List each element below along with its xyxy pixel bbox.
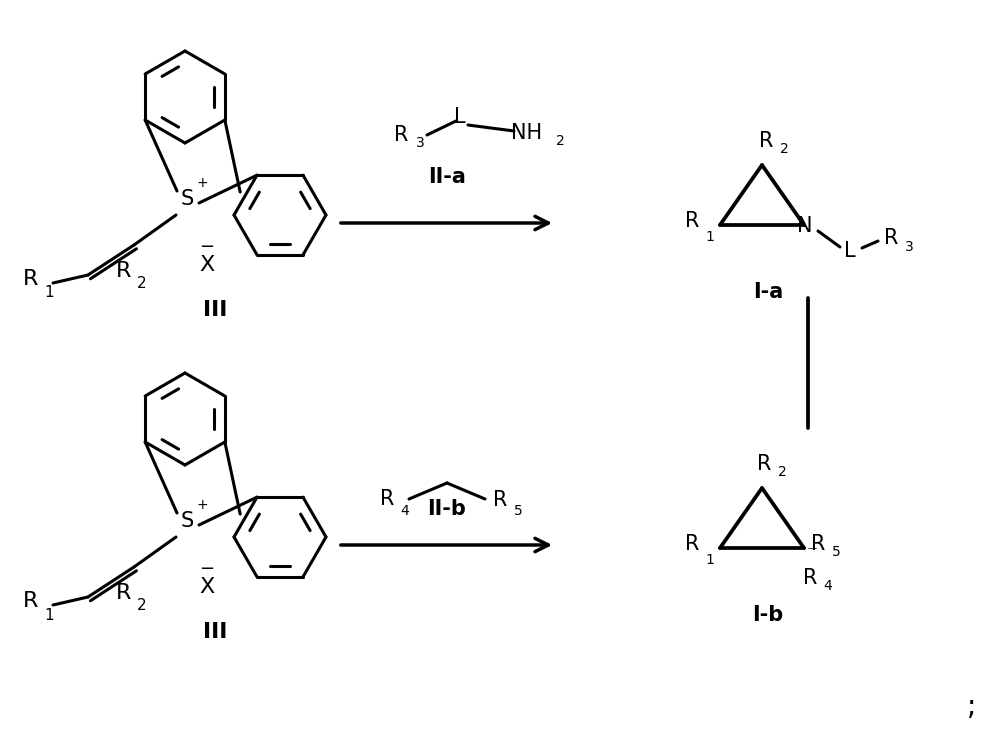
Text: X: X (199, 255, 215, 275)
Text: 1: 1 (706, 553, 714, 567)
Text: 4: 4 (824, 579, 832, 593)
Text: R: R (757, 454, 771, 474)
Text: X: X (199, 577, 215, 597)
Text: 3: 3 (905, 240, 913, 254)
Text: R: R (493, 490, 507, 510)
Text: R: R (23, 591, 39, 611)
Text: R: R (759, 131, 773, 151)
Text: R: R (23, 269, 39, 289)
Text: L: L (844, 241, 856, 261)
Text: II-a: II-a (428, 167, 466, 187)
Text: R: R (685, 211, 699, 231)
Text: +: + (196, 498, 208, 512)
Text: 2: 2 (780, 142, 788, 156)
Text: 2: 2 (137, 276, 147, 291)
Text: 5: 5 (514, 504, 522, 518)
Text: 5: 5 (832, 545, 840, 559)
Text: I-a: I-a (753, 282, 783, 302)
Text: NH: NH (511, 123, 543, 143)
Text: 2: 2 (778, 465, 786, 479)
Text: R: R (116, 583, 132, 603)
Text: S: S (180, 511, 194, 531)
Text: +: + (196, 176, 208, 190)
Text: R: R (685, 534, 699, 554)
Text: III: III (203, 622, 227, 642)
Text: R: R (380, 489, 394, 509)
Text: −: − (199, 238, 215, 256)
Text: L: L (454, 107, 466, 127)
Text: 1: 1 (44, 285, 54, 300)
Text: N: N (797, 216, 813, 236)
Text: 2: 2 (137, 598, 147, 613)
Text: 2: 2 (556, 134, 564, 148)
Text: R: R (811, 534, 825, 554)
Text: R: R (116, 261, 132, 281)
Text: 1: 1 (706, 230, 714, 244)
Text: S: S (180, 189, 194, 209)
Text: III: III (203, 300, 227, 320)
Text: −: − (199, 560, 215, 578)
Text: 3: 3 (416, 136, 424, 150)
Text: ;: ; (967, 693, 977, 721)
Text: 1: 1 (44, 607, 54, 623)
Text: II-b: II-b (428, 499, 466, 519)
Text: R: R (884, 228, 898, 248)
Text: I-b: I-b (752, 605, 784, 625)
Text: 4: 4 (401, 504, 409, 518)
Text: R: R (803, 568, 817, 588)
Text: R: R (394, 125, 408, 145)
